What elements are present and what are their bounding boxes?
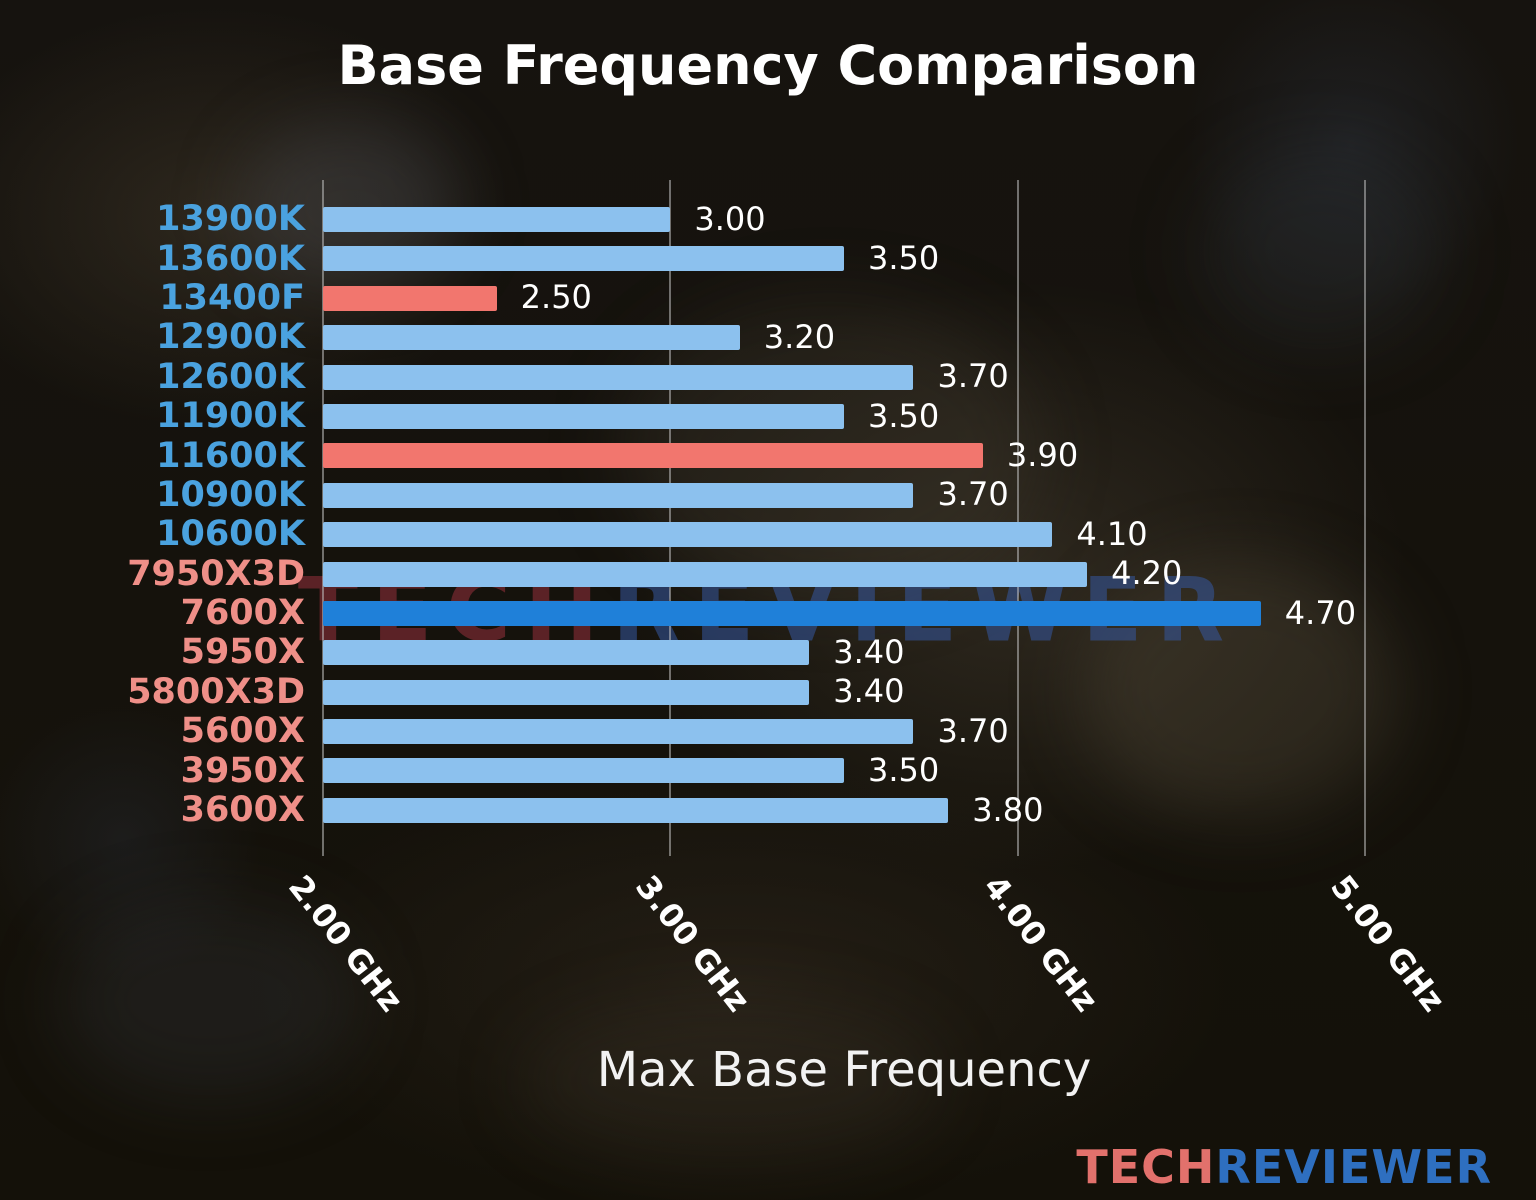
bar-track: 3.70 — [323, 476, 1365, 515]
bar — [323, 482, 914, 508]
gridline — [1364, 180, 1366, 856]
value-label: 3.70 — [937, 475, 1009, 514]
category-label: 12600K — [156, 356, 305, 397]
background-blur-blob — [520, 1000, 940, 1160]
bar-track: 3.70 — [323, 357, 1365, 397]
category-label: 10600K — [156, 514, 305, 555]
bar-track: 3.70 — [323, 712, 1365, 751]
bar-track: 3.40 — [323, 673, 1365, 712]
bar-track: 3.00 — [323, 200, 1365, 239]
value-label: 3.70 — [937, 357, 1009, 396]
bar-track: 3.50 — [323, 751, 1365, 790]
category-label: 11900K — [156, 396, 305, 437]
background-blur-blob — [1200, 150, 1440, 350]
bar-row: 13600K 3.50 — [0, 239, 1536, 278]
value-label: 4.70 — [1284, 593, 1357, 632]
category-label: 3950X — [180, 750, 305, 791]
bar — [323, 522, 1053, 548]
bar — [323, 364, 914, 390]
bar-row: 11900K 3.50 — [0, 397, 1536, 436]
value-label: 3.40 — [833, 633, 905, 672]
value-label: 4.20 — [1111, 554, 1183, 593]
category-label: 13400F — [159, 277, 305, 318]
bar-row: 7600X 4.70 — [0, 594, 1536, 633]
bar-track: 3.50 — [323, 397, 1365, 436]
category-label: 11600K — [156, 435, 305, 476]
category-label: 13900K — [156, 199, 305, 240]
bar — [323, 403, 844, 429]
category-label: 10900K — [156, 474, 305, 515]
bar — [323, 285, 497, 311]
value-label: 2.50 — [520, 278, 592, 317]
category-label: 5950X — [180, 632, 305, 673]
value-label: 3.70 — [937, 712, 1009, 751]
brand-logo-reviewer-text: REVIEWER — [1215, 1140, 1492, 1194]
value-label: 3.50 — [868, 239, 940, 278]
bar — [323, 207, 671, 232]
bar-row: 12900K 3.20 — [0, 318, 1536, 357]
category-label: 13600K — [156, 238, 305, 279]
value-label: 3.20 — [763, 318, 836, 357]
brand-logo: TECHREVIEWER — [1076, 1140, 1492, 1194]
bar-row: 3950X 3.50 — [0, 751, 1536, 790]
category-label: 7950X3D — [127, 553, 305, 594]
value-label: 4.10 — [1076, 515, 1148, 554]
category-label: 7600X — [180, 593, 305, 634]
bar-track: 3.50 — [323, 239, 1365, 278]
brand-logo-tech-text: TECH — [1076, 1140, 1216, 1194]
bar-track: 4.20 — [323, 554, 1365, 594]
bar — [323, 443, 983, 469]
category-label: 3600X — [180, 790, 305, 831]
bar — [323, 758, 844, 784]
bar-row: 11600K 3.90 — [0, 436, 1536, 475]
bar-row: 13900K 3.00 — [0, 200, 1536, 239]
bar — [323, 600, 1261, 626]
gridline — [1016, 180, 1019, 856]
bar — [323, 561, 1088, 587]
bar — [323, 325, 740, 351]
bar-row: 12600K 3.70 — [0, 356, 1536, 397]
value-label: 3.00 — [694, 199, 766, 238]
gridline — [322, 180, 324, 856]
bar-row: 3600X 3.80 — [0, 791, 1536, 830]
bar-row: 5950X 3.40 — [0, 633, 1536, 672]
bar — [323, 246, 844, 272]
value-label: 3.90 — [1006, 436, 1079, 475]
x-axis-title: Max Base Frequency — [596, 1042, 1092, 1098]
value-label: 3.40 — [833, 672, 905, 711]
x-axis-tick-label: 4.00 GHz — [975, 868, 1106, 1019]
bar — [323, 719, 914, 745]
bar-row: 13400F 2.50 — [0, 277, 1536, 318]
bar — [323, 640, 810, 666]
bar-row: 5800X3D 3.40 — [0, 671, 1536, 712]
value-label: 3.50 — [868, 751, 940, 790]
x-axis-tick-labels: 2.00 GHz 3.00 GHz 4.00 GHz 5.00 GHz — [281, 862, 1453, 1062]
bars-area: 13900K 3.00 13600K 3.50 13400F 2.50 12900K 3.20… — [0, 200, 1536, 830]
bar-track: 4.10 — [323, 515, 1365, 554]
bar-track: 4.70 — [323, 594, 1365, 633]
category-label: 12900K — [156, 317, 305, 358]
gridline — [669, 180, 672, 856]
bar-track: 3.20 — [323, 318, 1365, 357]
bar — [323, 797, 949, 823]
bar-track: 2.50 — [323, 279, 1365, 318]
chart-title: Base Frequency Comparison — [337, 34, 1199, 97]
background-blur-blob — [60, 900, 360, 1100]
bar — [323, 679, 810, 705]
bar-track: 3.90 — [323, 436, 1365, 475]
x-axis-tick-label: 3.00 GHz — [628, 868, 758, 1019]
value-label: 3.50 — [868, 396, 940, 435]
gridlines-layer — [322, 180, 1366, 856]
bar-row: 10900K 3.70 — [0, 474, 1536, 515]
bar-row: 10600K 4.10 — [0, 515, 1536, 554]
bar-row: 7950X3D 4.20 — [0, 553, 1536, 594]
bar-row: 5600X 3.70 — [0, 712, 1536, 751]
bar-track: 3.80 — [323, 791, 1365, 830]
category-label: 5600X — [180, 711, 305, 752]
value-label: 3.80 — [972, 790, 1044, 829]
bar-track: 3.40 — [323, 633, 1365, 672]
category-label: 5800X3D — [127, 671, 305, 712]
